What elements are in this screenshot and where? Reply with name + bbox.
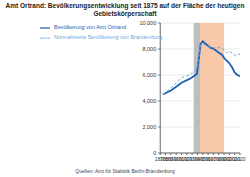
svg-text:8,000: 8,000 bbox=[142, 46, 156, 52]
html-text:Normalisierte Bevölkerung von: Normalisierte Bevölkerung von Brandenbur… bbox=[54, 34, 163, 41]
svg-text:2020: 2020 bbox=[234, 156, 242, 162]
html-text:Quellen: Amt für Statistik Ber: Quellen: Amt für Statistik Berlin-Brande… bbox=[75, 168, 175, 174]
svg-text:4,000: 4,000 bbox=[142, 98, 156, 104]
html-text:Bevölkerung von Amt Ortrand: Bevölkerung von Amt Ortrand bbox=[54, 24, 127, 31]
svg-text:2,000: 2,000 bbox=[142, 124, 156, 130]
html-text:Amt Ortrand: Bevölkerungsentwi: Amt Ortrand: Bevölkerungsentwicklung sei… bbox=[5, 2, 245, 17]
svg-text:10,000: 10,000 bbox=[139, 20, 156, 26]
svg-text:0: 0 bbox=[153, 150, 156, 156]
svg-text:6,000: 6,000 bbox=[142, 72, 156, 78]
